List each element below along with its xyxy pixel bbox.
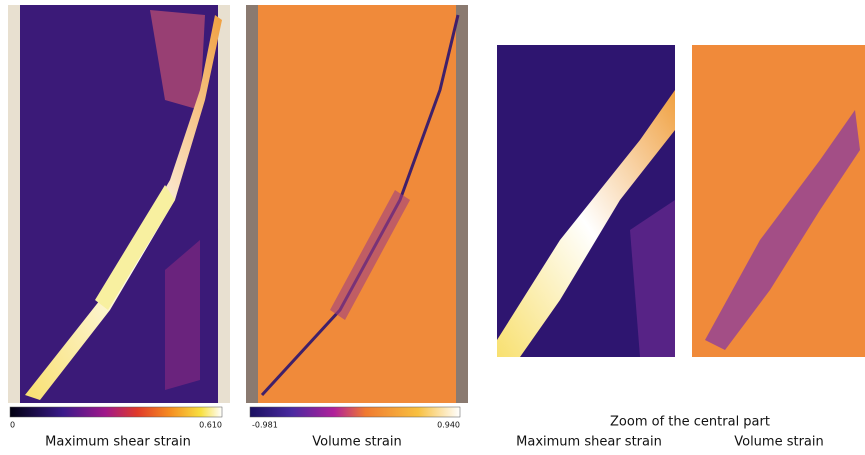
- colorbar-min: 0: [10, 421, 15, 430]
- shear-map: [8, 5, 230, 403]
- caption: Volume strain: [312, 435, 402, 450]
- colorbar-min: -0.981: [252, 421, 278, 430]
- colorbar: [249, 406, 461, 418]
- zoom-shear: [497, 45, 675, 357]
- zoom-volume: [692, 45, 865, 357]
- colorbar-max: 0.940: [437, 421, 460, 430]
- caption: Maximum shear strain: [45, 435, 191, 450]
- caption: Volume strain: [734, 435, 824, 450]
- volume-map: [246, 5, 468, 403]
- zoom-title: Zoom of the central part: [610, 415, 770, 430]
- colorbar-max: 0.610: [199, 421, 222, 430]
- caption: Maximum shear strain: [516, 435, 662, 450]
- colorbar: [9, 406, 223, 418]
